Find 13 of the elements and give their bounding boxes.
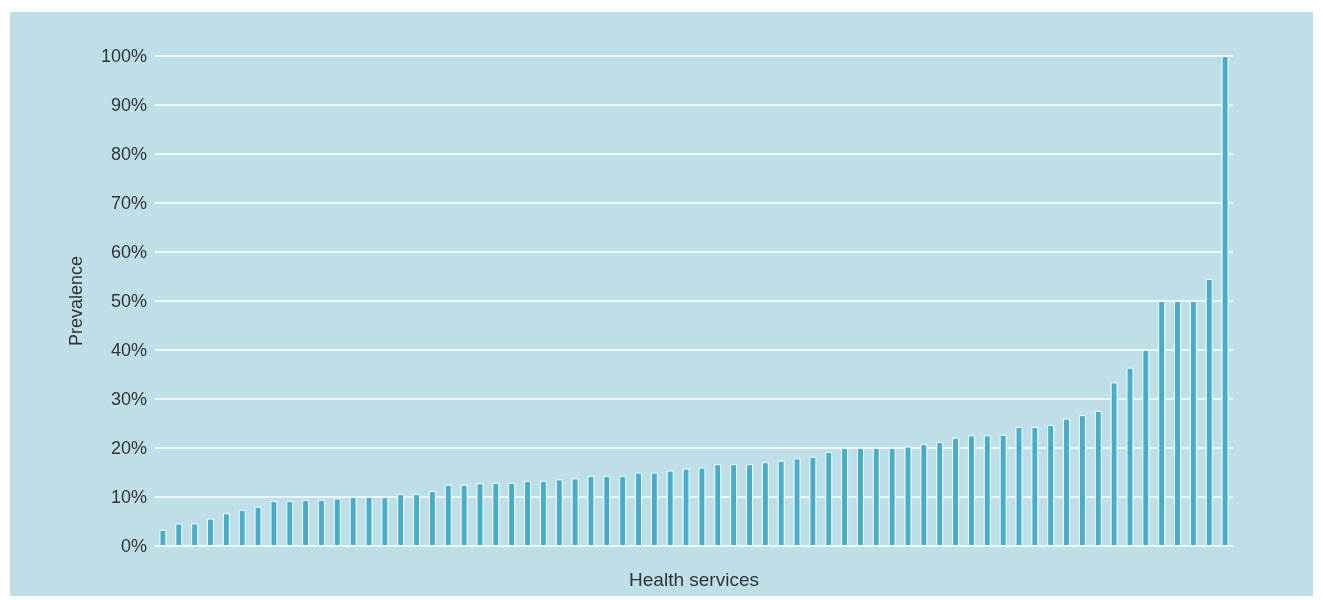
- y-tick-label: 80%: [110, 144, 147, 164]
- y-tick-label: 30%: [110, 389, 147, 409]
- y-tick-label: 50%: [110, 291, 147, 311]
- x-axis-title: Health services: [629, 569, 759, 590]
- y-tick-label: 20%: [110, 438, 147, 458]
- y-tick-label: 40%: [110, 340, 147, 360]
- y-tick-label: 10%: [110, 487, 147, 507]
- y-axis-title: Prevalence: [66, 255, 86, 347]
- y-tick-label: 60%: [110, 242, 147, 262]
- y-tick-label: 100%: [100, 46, 147, 66]
- y-tick-label: 70%: [110, 193, 147, 213]
- y-tick-label: 0%: [120, 536, 147, 556]
- y-tick-label: 90%: [110, 95, 147, 115]
